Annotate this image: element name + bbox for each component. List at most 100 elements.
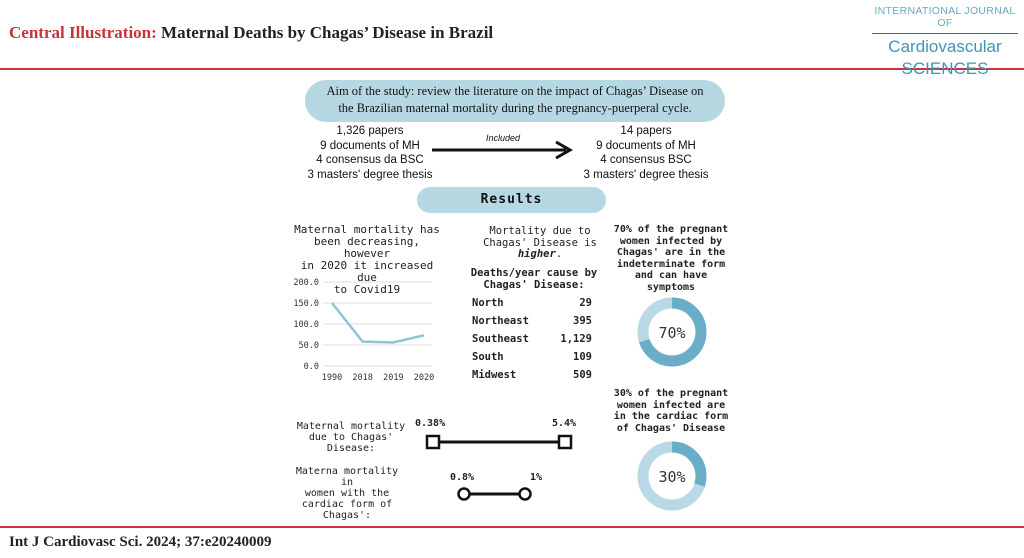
aim-banner: Aim of the study: review the literature … bbox=[305, 80, 725, 122]
range2-bar bbox=[457, 487, 532, 501]
pct70-line: 70% of the pregnant bbox=[613, 224, 729, 235]
mortality-line: in 2020 it increased due bbox=[300, 259, 434, 284]
page-title: Central Illustration: Maternal Deaths by… bbox=[9, 23, 493, 43]
y-tick-label: 100.0 bbox=[293, 320, 319, 330]
pct30-line: women infected are bbox=[616, 399, 726, 411]
chagas-mortality-text: Mortality due to Chagas' Disease is high… bbox=[470, 225, 610, 261]
mortality-line-chart: 200.0 150.0 100.0 50.0 0.0 1990 2018 2019 2020 bbox=[293, 278, 434, 383]
region-row: North 29 bbox=[472, 296, 592, 314]
range1-end-marker bbox=[557, 434, 573, 450]
deaths-title-line: Deaths/year cause by bbox=[470, 267, 598, 279]
y-tick-label: 150.0 bbox=[293, 299, 319, 309]
region-value: 1,129 bbox=[560, 333, 592, 345]
papers-left-item: 9 documents of MH bbox=[320, 139, 420, 152]
mortality-line: been decreasing, however bbox=[314, 235, 420, 260]
title-label: Central Illustration: bbox=[9, 23, 157, 42]
x-tick-label: 2019 bbox=[383, 373, 403, 383]
region-row: South 109 bbox=[472, 350, 592, 368]
pct70-line: and can have bbox=[634, 270, 708, 281]
title-text: Maternal Deaths by Chagas’ Disease in Br… bbox=[161, 23, 494, 42]
region-row: Northeast 395 bbox=[472, 314, 592, 332]
papers-left-item: 4 consensus da BSC bbox=[316, 154, 424, 166]
chagas-line1: Mortality due to bbox=[489, 225, 591, 237]
region-row: Southeast 1,129 bbox=[472, 332, 592, 350]
included-label: Included bbox=[486, 133, 521, 143]
pct30-line: in the cardiac form bbox=[613, 411, 729, 422]
y-tick-label: 200.0 bbox=[293, 278, 319, 288]
region-name: Southeast bbox=[472, 333, 529, 345]
donut-70-label: 70% bbox=[658, 324, 685, 342]
region-value: 29 bbox=[579, 297, 592, 309]
mm-cardiac-line: women with the bbox=[304, 488, 390, 499]
region-value: 395 bbox=[573, 315, 592, 327]
range2-high: 1% bbox=[530, 472, 543, 483]
range1-bar bbox=[425, 434, 573, 450]
mm-chagas-line: Maternal mortality bbox=[296, 421, 406, 432]
deaths-title-line: Chagas' Disease: bbox=[483, 279, 585, 291]
papers-left: 1,326 papers 9 documents of MH 4 consens… bbox=[296, 124, 444, 182]
chagas-line2: Chagas' Disease is bbox=[483, 236, 597, 249]
included-arrow-icon bbox=[432, 140, 574, 160]
mm-chagas-text: Maternal mortality due to Chagas' Diseas… bbox=[296, 421, 406, 454]
range1-start-marker bbox=[425, 434, 441, 450]
results-banner: Results bbox=[417, 187, 606, 213]
pct70-line: Chagas' are in the bbox=[616, 247, 726, 258]
pct70-line: symptoms bbox=[646, 281, 696, 293]
papers-right-item: 9 documents of MH bbox=[596, 139, 696, 152]
mortality-series-line bbox=[331, 302, 425, 344]
region-row: Midwest 509 bbox=[472, 368, 592, 386]
region-value: 109 bbox=[573, 351, 592, 363]
region-name: Northeast bbox=[472, 315, 529, 327]
papers-right-item: 4 consensus BSC bbox=[600, 154, 692, 166]
citation: Int J Cardiovasc Sci. 2024; 37:e20240009 bbox=[9, 534, 272, 550]
papers-left-item: 3 masters' degree thesis bbox=[307, 168, 433, 181]
mm-cardiac-line: Materna mortality in bbox=[295, 466, 399, 488]
chagas-emphasis: higher bbox=[517, 248, 556, 260]
aim-line2: the Brazilian maternal mortality during … bbox=[338, 101, 692, 115]
donut-70: 70% bbox=[637, 297, 707, 367]
deaths-title: Deaths/year cause by Chagas' Disease: bbox=[466, 267, 602, 291]
pct70-line: indeterminate form bbox=[616, 258, 726, 270]
mm-cardiac-text: Materna mortality in women with the card… bbox=[292, 466, 402, 521]
mm-chagas-line: due to Chagas' bbox=[308, 432, 394, 443]
range1-high: 5.4% bbox=[552, 418, 577, 429]
range1-low: 0.38% bbox=[415, 418, 446, 429]
x-tick-label: 2018 bbox=[352, 373, 372, 383]
mm-cardiac-line: Chagas': bbox=[322, 510, 372, 521]
region-name: Midwest bbox=[472, 369, 517, 381]
region-name: North bbox=[472, 297, 504, 309]
mortality-line: Maternal mortality has bbox=[294, 223, 440, 236]
chagas-line3: higher. bbox=[517, 248, 563, 260]
papers-right: 14 papers 9 documents of MH 4 consensus … bbox=[572, 124, 720, 182]
range2-end-marker bbox=[518, 487, 532, 501]
region-table: North 29 Northeast 395 Southeast 1,129 Sout… bbox=[472, 296, 592, 386]
journal-name-line2: SCIENCES bbox=[901, 59, 989, 78]
y-tick-label: 50.0 bbox=[299, 341, 319, 351]
pct70-text: 70% of the pregnant women infected by Ch… bbox=[604, 224, 738, 293]
papers-right-item: 14 papers bbox=[620, 125, 672, 137]
range2-start-marker bbox=[457, 487, 471, 501]
donut-30-label: 30% bbox=[658, 468, 685, 486]
papers-left-item: 1,326 papers bbox=[336, 125, 404, 137]
journal-top: INTERNATIONAL JOURNAL OF bbox=[872, 5, 1018, 34]
donut-70-fill bbox=[637, 297, 707, 367]
donut-30: 30% bbox=[637, 441, 707, 511]
mm-chagas-line: Disease: bbox=[326, 443, 376, 454]
papers-right-item: 3 masters' degree thesis bbox=[583, 168, 709, 181]
aim-line1: Aim of the study: review the literature … bbox=[326, 84, 704, 98]
range2-low: 0.8% bbox=[450, 472, 475, 483]
donut-30-fill bbox=[637, 441, 707, 511]
x-tick-label: 1990 bbox=[322, 373, 342, 383]
mm-cardiac-line: cardiac form of bbox=[301, 499, 393, 510]
region-name: South bbox=[472, 351, 504, 363]
pct30-line: of Chagas' Disease bbox=[616, 422, 726, 434]
pct70-line: women infected by bbox=[619, 235, 723, 247]
mortality-line: to Covid19 bbox=[333, 283, 401, 296]
header-bar: Central Illustration: Maternal Deaths by… bbox=[0, 0, 1024, 78]
y-tick-label: 0.0 bbox=[304, 362, 319, 372]
pct30-text: 30% of the pregnant women infected are i… bbox=[604, 388, 738, 434]
footer-bar: Int J Cardiovasc Sci. 2024; 37:e20240009 bbox=[0, 526, 1024, 558]
journal-logo: INTERNATIONAL JOURNAL OF Cardiovascular … bbox=[872, 5, 1018, 78]
journal-name-line1: Cardiovascular bbox=[888, 37, 1002, 56]
x-tick-label: 2020 bbox=[414, 373, 434, 383]
